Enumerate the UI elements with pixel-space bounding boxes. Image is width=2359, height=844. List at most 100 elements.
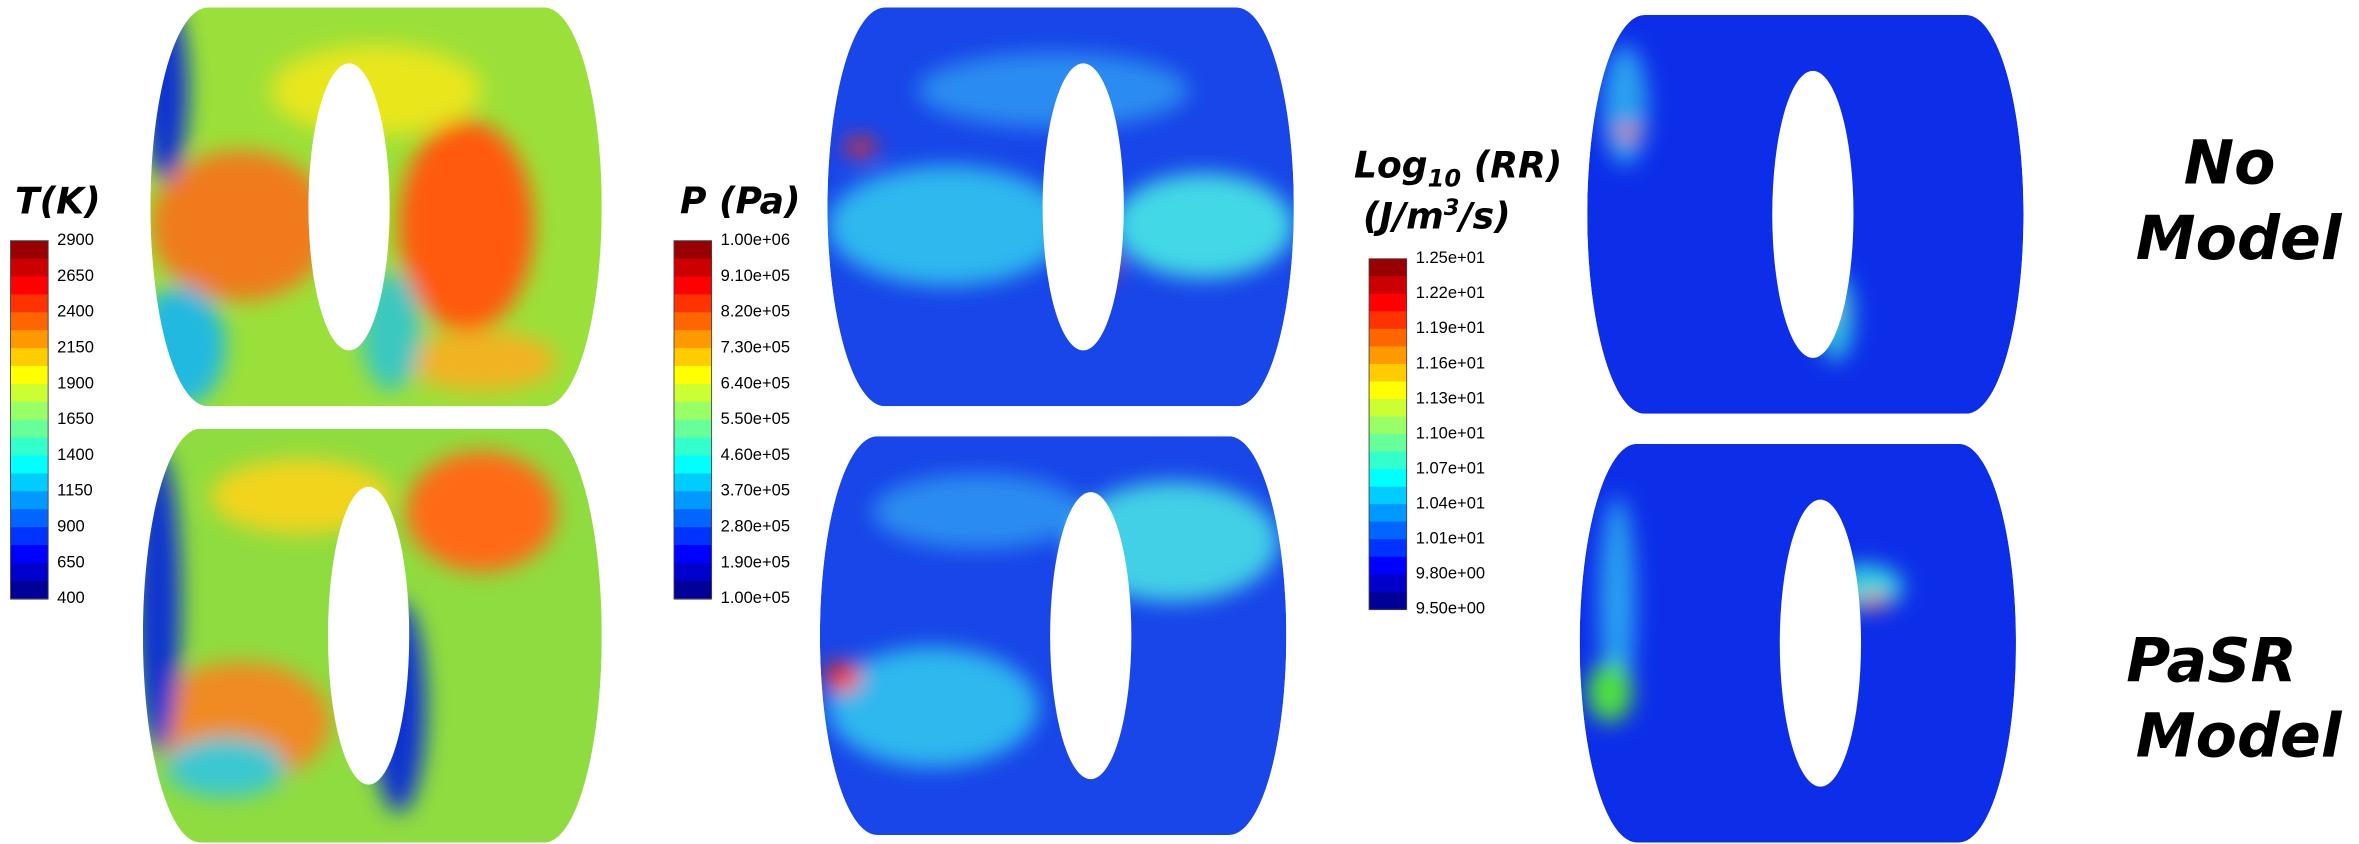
colorbar-band (1369, 434, 1407, 452)
contour-plots (135, 0, 2023, 842)
colorbar-band (1369, 364, 1407, 382)
colorbar-band (11, 527, 49, 546)
colorbar-band (11, 330, 49, 349)
colorbar-band (11, 456, 49, 475)
colorbar-band (674, 563, 712, 582)
colorbar-band (1369, 417, 1407, 435)
contour-blob (1616, 126, 1640, 138)
colorbar-band (1369, 294, 1407, 312)
colorbar-tick: 4.60e+05 (721, 445, 790, 464)
title-sub: 10 (1428, 165, 1462, 193)
cylinder-opening (1780, 500, 1861, 787)
contour-blob (1113, 173, 1294, 278)
colorbar-band (11, 348, 49, 367)
contour-blob (143, 0, 188, 181)
colorbar-title: T(K) (15, 180, 101, 223)
colorbar-band (674, 294, 712, 313)
colorbar-band (11, 420, 49, 439)
colorbar-band (11, 241, 49, 260)
colorbar-band (11, 491, 49, 510)
colorbar-band (1369, 592, 1407, 610)
colorbar-tick: 1.01e+01 (1416, 529, 1485, 548)
colorbar-band (1369, 504, 1407, 522)
contour-blob (1858, 596, 1888, 608)
contour-blob (150, 150, 331, 300)
colorbar-tick: 1.90e+05 (721, 552, 790, 571)
units-sup: 3 (1444, 195, 1460, 221)
colorbar-title: P (Pa) (680, 180, 801, 223)
colorbar-tick: 1.16e+01 (1416, 353, 1485, 372)
colorbar-tick: 1.19e+01 (1416, 318, 1485, 337)
colorbar-band (1369, 259, 1407, 277)
colorbar-tick: 400 (57, 588, 85, 607)
colorbar-band (11, 277, 49, 296)
contour-blob (1587, 662, 1632, 722)
colorbar-band (1369, 276, 1407, 294)
colorbar-tick: 2150 (57, 338, 94, 357)
colorbar-tick: 8.20e+05 (721, 302, 790, 321)
colorbar-tick: 1900 (57, 373, 94, 392)
colorbar-band (11, 545, 49, 564)
colorbar-band (674, 312, 712, 331)
colorbar-tick: 2900 (57, 230, 94, 249)
colorbar-band (11, 473, 49, 492)
colorbar-band (674, 277, 712, 296)
contour-blob (824, 662, 860, 692)
colorbar-band (674, 527, 712, 546)
title-part: Log (1354, 144, 1428, 187)
colorbar-tick: 1.22e+01 (1416, 283, 1485, 302)
colorbar-band (674, 366, 712, 385)
colorbar-band (1369, 557, 1407, 575)
colorbar-tick: 1650 (57, 409, 94, 428)
colorbar-tick: 9.80e+00 (1416, 564, 1485, 583)
contour-blob (827, 647, 1038, 767)
colorbar-tick: 900 (57, 517, 85, 536)
cylinder-opening (328, 487, 409, 785)
colorbar-band (674, 384, 712, 403)
colorbar-title: Log10 (RR) (1354, 144, 1562, 193)
colorbar-tick: 1.07e+01 (1416, 458, 1485, 477)
colorbar-tick: 7.30e+05 (721, 338, 790, 357)
colorbar-band (674, 241, 712, 260)
colorbar-band (674, 402, 712, 421)
colorbar-band (674, 330, 712, 349)
colorbar-band (674, 509, 712, 528)
colorbar-band (11, 366, 49, 385)
colorbar-tick: 2.80e+05 (721, 517, 790, 536)
colorbar-band (1369, 574, 1407, 592)
colorbar-band (674, 438, 712, 457)
colorbar-band (1369, 346, 1407, 364)
colorbar-band (11, 294, 49, 313)
colorbar-band (674, 456, 712, 475)
colorbar-band (674, 259, 712, 278)
units-part: /s) (1455, 195, 1510, 238)
colorbar-band (11, 438, 49, 457)
colorbar-band (1369, 399, 1407, 417)
contour-blob (165, 737, 285, 797)
contour-blob (1602, 45, 1647, 165)
colorbar-tick: 2400 (57, 302, 94, 321)
contour-blob (406, 451, 556, 571)
colorbar-band (11, 312, 49, 331)
colorbar-band (674, 491, 712, 510)
colorbar-band (1369, 381, 1407, 399)
colorbar-tick: 650 (57, 552, 85, 571)
colorbar-band (1369, 469, 1407, 487)
colorbar-tick: 6.40e+05 (721, 373, 790, 392)
colorbar-band (674, 348, 712, 367)
colorbar-tick: 1.13e+01 (1416, 388, 1485, 407)
colorbar-tick: 3.70e+05 (721, 481, 790, 500)
cylinder-opening (1050, 492, 1131, 779)
contour-blob (135, 451, 180, 752)
colorbar-tick: 2650 (57, 266, 94, 285)
cylinder-opening (1772, 71, 1853, 358)
colorbar-band (11, 509, 49, 528)
colorbar-band (11, 402, 49, 421)
colorbar-units: (J/m3/s) (1363, 195, 1511, 238)
cylinder-opening (308, 63, 389, 350)
colorbar-band (674, 581, 712, 600)
colorbar-tick: 1.04e+01 (1416, 494, 1485, 513)
figure: 2900265024002150190016501400115090065040… (0, 0, 2359, 844)
row-label: PaSR (2126, 627, 2296, 697)
colorbar-tick: 1.00e+06 (721, 230, 790, 249)
